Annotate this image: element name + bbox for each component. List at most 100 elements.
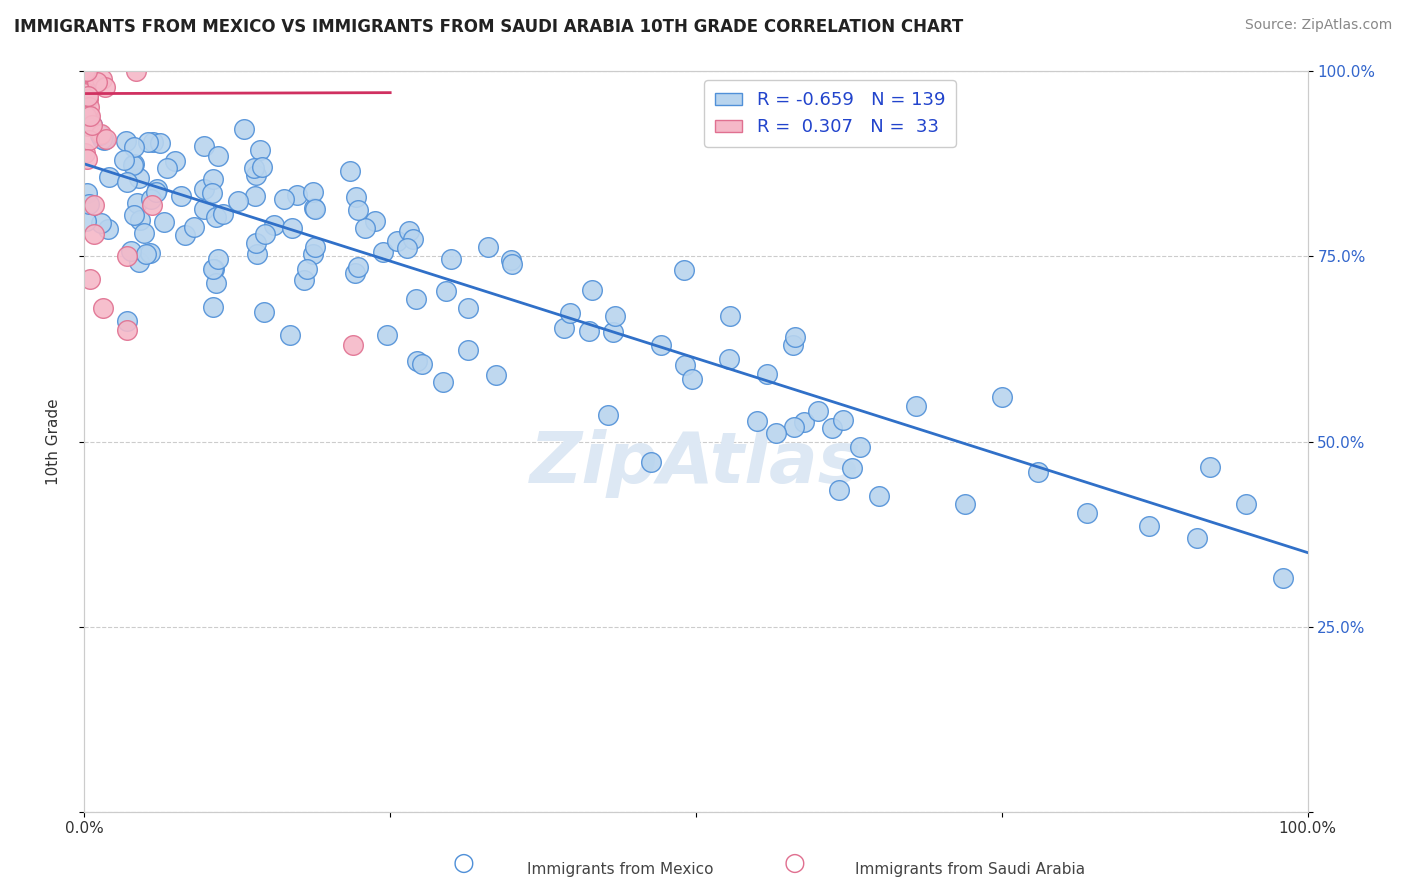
Point [135,247,157,261]
Point [75,92,97,106]
Point [127,195,149,210]
Point [263,219,285,233]
Text: Source: ZipAtlas.com: Source: ZipAtlas.com [1244,18,1392,32]
Point [398,224,420,238]
Point [97,222,120,236]
Point [146,182,169,196]
Point [406,354,429,368]
Point [578,324,600,338]
Point [785,330,807,344]
Point [201,171,224,186]
Point [385,235,408,249]
Point [89,128,111,143]
Point [302,202,325,216]
Point [581,283,603,297]
Point [125,64,148,78]
Point [193,138,215,153]
Point [793,415,815,429]
Point [602,325,624,339]
Point [80,118,103,132]
Point [718,310,741,324]
Point [120,244,142,259]
Y-axis label: 10th Grade: 10th Grade [46,398,60,485]
Point [73,145,96,160]
Point [94,80,117,95]
Point [302,185,325,199]
Point [142,135,165,149]
Point [347,260,370,275]
Point [201,300,224,314]
Point [807,404,830,418]
Point [828,483,851,498]
Text: IMMIGRANTS FROM MEXICO VS IMMIGRANTS FROM SAUDI ARABIA 10TH GRADE CORRELATION CH: IMMIGRANTS FROM MEXICO VS IMMIGRANTS FRO… [14,18,963,36]
Point [821,420,844,434]
Point [849,440,872,454]
Point [96,132,118,146]
Point [75,213,97,227]
Point [128,212,150,227]
Point [86,75,108,89]
Point [375,328,398,343]
Point [76,105,98,120]
Point [304,240,326,254]
Point [165,154,187,169]
Point [373,245,395,260]
Point [77,119,100,133]
Point [477,240,499,254]
Point [304,202,326,216]
Point [281,220,304,235]
Point [841,461,863,475]
Point [149,136,172,151]
Point [434,284,457,298]
Point [122,139,145,153]
Point [243,161,266,175]
Point [155,161,177,175]
Point [245,189,267,203]
Point [211,206,233,220]
Point [79,197,101,211]
Point [232,122,254,136]
Point [905,399,928,413]
Point [76,186,98,200]
Point [681,372,703,386]
Point [440,252,463,266]
Point [353,221,375,235]
Point [115,135,138,149]
Point [90,71,112,86]
Point [1076,506,1098,520]
Point [77,89,100,103]
Point [75,109,97,123]
Point [1198,460,1220,475]
Point [122,157,145,171]
Point [246,247,269,261]
Point [170,189,193,203]
Point [141,197,163,211]
Point [295,262,318,277]
Point [1137,519,1160,533]
Point [173,228,195,243]
Point [90,127,112,141]
Point [83,197,105,211]
Point [292,273,315,287]
Point [782,338,804,352]
Point [77,100,100,114]
Point [138,246,160,260]
Point [114,153,136,167]
Point [501,257,523,271]
Point [1187,532,1209,546]
Point [347,202,370,217]
Point [115,250,138,264]
Point [640,455,662,469]
Point [193,182,215,196]
Point [79,271,101,285]
Point [596,408,619,422]
Point [553,321,575,335]
Point [75,85,97,99]
Point [128,254,150,268]
Point [457,343,479,357]
Point [115,313,138,327]
Text: ZipAtlas: ZipAtlas [530,429,862,499]
Point [136,135,159,149]
Point [499,252,522,267]
Point [91,301,114,316]
